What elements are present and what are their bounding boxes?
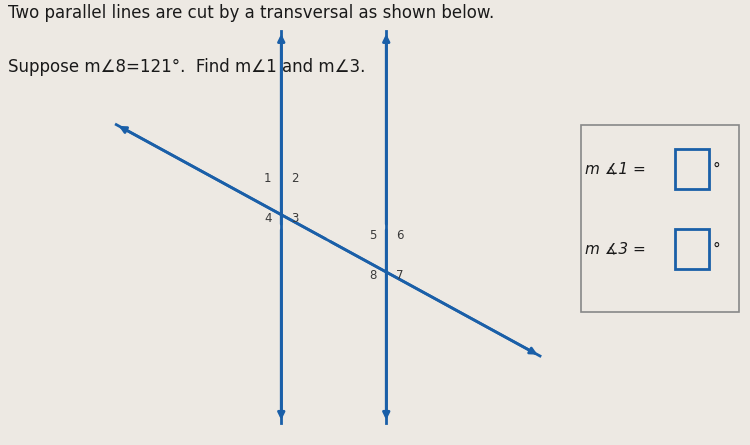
Text: 5: 5 <box>369 229 376 243</box>
Text: m ∡3 =: m ∡3 = <box>585 242 646 257</box>
Text: 3: 3 <box>291 211 298 225</box>
Text: 1: 1 <box>264 171 272 185</box>
Text: 6: 6 <box>396 229 404 243</box>
Text: Suppose m∠8=121°.  Find m∠1 and m∠3.: Suppose m∠8=121°. Find m∠1 and m∠3. <box>8 58 364 76</box>
Text: 7: 7 <box>396 269 404 283</box>
Text: m ∡1 =: m ∡1 = <box>585 162 646 177</box>
Text: °: ° <box>712 162 720 177</box>
Text: 8: 8 <box>369 269 376 283</box>
Text: °: ° <box>712 242 720 257</box>
Text: Two parallel lines are cut by a transversal as shown below.: Two parallel lines are cut by a transver… <box>8 4 494 22</box>
Text: 2: 2 <box>291 171 298 185</box>
Text: 4: 4 <box>264 211 272 225</box>
